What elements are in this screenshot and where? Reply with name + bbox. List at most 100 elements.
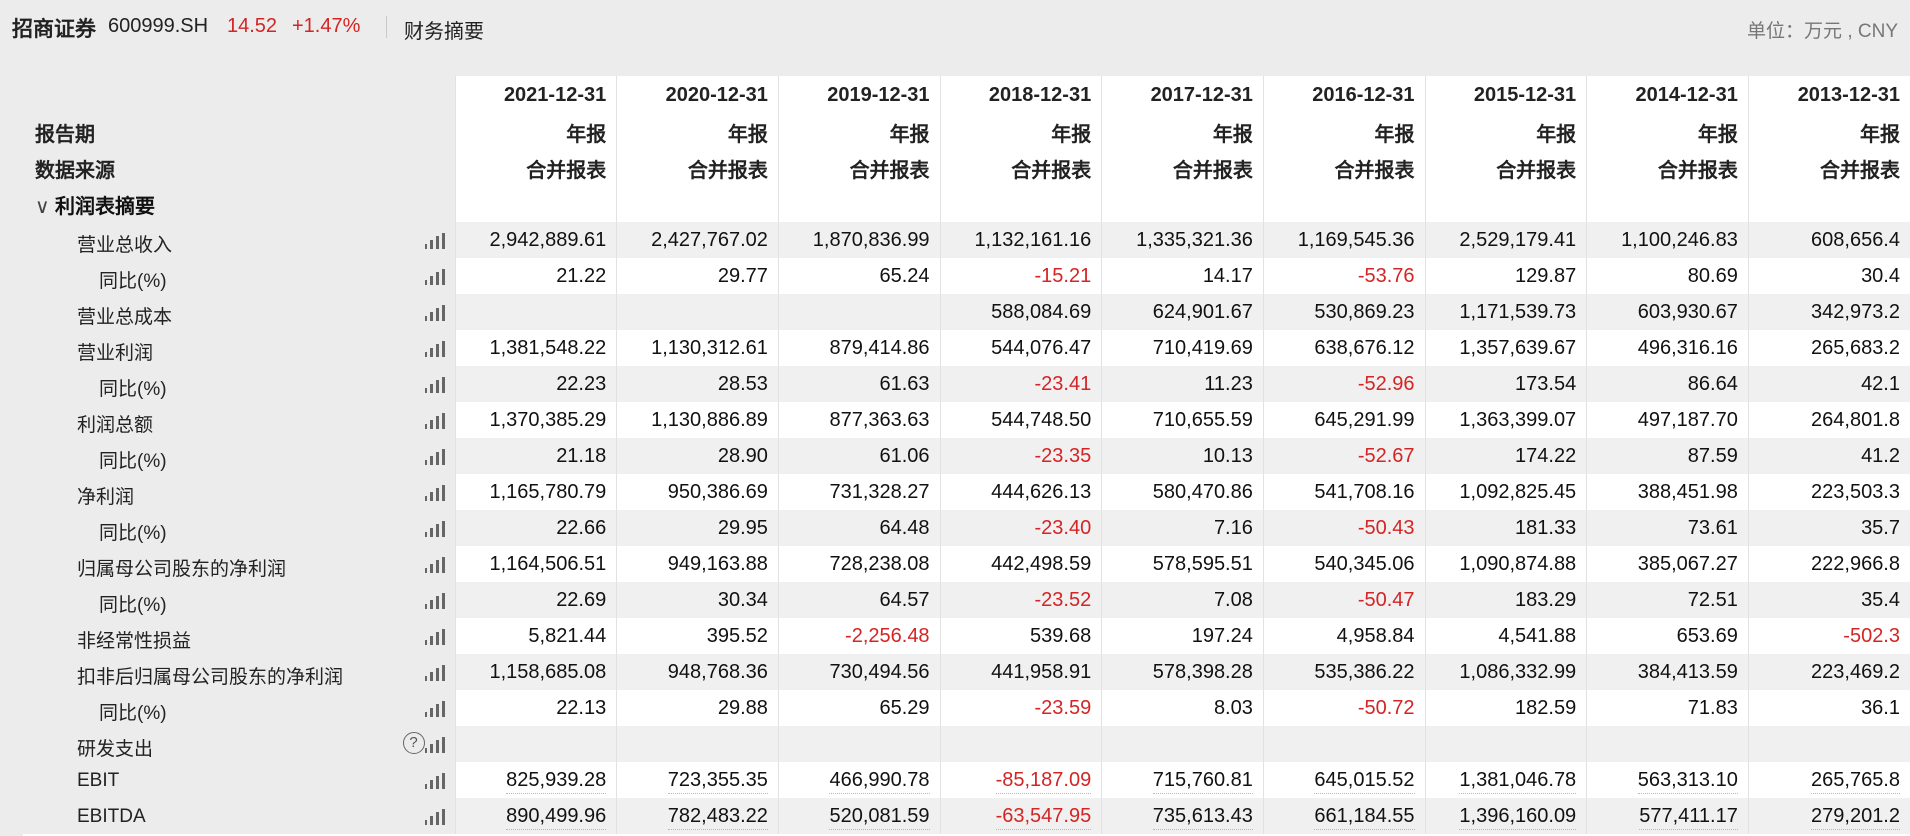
column-header-period-date[interactable]: 2021-12-31 [454, 76, 617, 114]
empty-cell [1424, 186, 1587, 222]
value-cell: 1,130,886.89 [616, 402, 779, 438]
value-cell: 41.2 [1747, 438, 1910, 474]
value-cell: 950,386.69 [616, 474, 779, 510]
question-icon[interactable]: ? [402, 732, 425, 754]
value-cell: 1,381,046.78 [1424, 762, 1587, 798]
column-header-period-date[interactable]: 2015-12-31 [1424, 76, 1587, 114]
value-cell: 580,470.86 [1101, 474, 1264, 510]
table-row: 扣非后归属母公司股东的净利润 1,158,685.08 948,768.36 730,… [23, 654, 1910, 690]
cell-value: 10.13 [1202, 444, 1253, 467]
value-cell: 279,201.2 [1747, 798, 1910, 834]
cell-value: 223,503.3 [1811, 480, 1900, 503]
value-cell: 388,451.98 [1586, 474, 1749, 510]
value-cell: 22.66 [454, 510, 617, 546]
cell-value: 174.22 [1515, 444, 1577, 467]
bar-chart-icon[interactable] [424, 557, 445, 573]
table-row: 非经常性损益 5,821.44 395.52 -2,256.48 539.68 197.2… [23, 618, 1910, 654]
bar-chart-icon[interactable] [424, 665, 445, 681]
value-cell: 342,973.2 [1747, 294, 1910, 330]
cell-value: 890,499.96 [506, 804, 607, 830]
column-header-period-date[interactable]: 2016-12-31 [1262, 76, 1426, 114]
cell-value: 29.95 [717, 516, 768, 539]
value-cell: -23.52 [939, 582, 1102, 618]
row-label-cell: 同比(%) [23, 366, 456, 402]
empty-cell [616, 186, 779, 222]
bar-chart-icon[interactable] [424, 305, 445, 321]
value-cell: -52.96 [1262, 366, 1426, 402]
column-header-period-date[interactable]: 2014-12-31 [1586, 76, 1749, 114]
row-label: 同比(%) [99, 379, 167, 400]
cell-value: 1,090,874.88 [1459, 552, 1577, 575]
section-row-income-statement[interactable]: ∨ 利润表摘要 [23, 186, 1910, 222]
value-cell: -50.47 [1262, 582, 1426, 618]
cell-value: 624,901.67 [1152, 300, 1253, 323]
row-label: 归属母公司股东的净利润 [77, 559, 287, 580]
value-cell: 540,345.06 [1262, 546, 1426, 582]
row-label-cell: 同比(%) [23, 258, 456, 294]
cell-value: 4,541.88 [1498, 624, 1577, 647]
column-header-period-date[interactable]: 2013-12-31 [1747, 76, 1910, 114]
value-cell: 653.69 [1586, 618, 1749, 654]
column-header-period-date[interactable]: 2020-12-31 [616, 76, 779, 114]
financial-table-container[interactable]: 2021-12-31 2020-12-31 2019-12-31 2018-12-31… [23, 76, 1910, 836]
cell-value: 29.88 [717, 696, 768, 719]
column-header-data-source: 合并报表 [1586, 150, 1749, 186]
financial-summary-table: 2021-12-31 2020-12-31 2019-12-31 2018-12-31… [23, 76, 1910, 834]
value-cell [1586, 726, 1749, 762]
value-cell: 197.24 [1101, 618, 1264, 654]
cell-value: 950,386.69 [667, 480, 768, 503]
value-cell: 497,187.70 [1586, 402, 1749, 438]
bar-chart-icon[interactable] [424, 485, 445, 501]
bar-chart-icon[interactable] [424, 269, 445, 285]
chevron-down-icon[interactable]: ∨ [35, 195, 50, 218]
cell-value: 73.61 [1687, 516, 1738, 539]
cell-value: 1,164,506.51 [489, 552, 607, 575]
bar-chart-icon[interactable] [424, 233, 445, 249]
bar-chart-icon[interactable] [424, 629, 445, 645]
column-header-period-date[interactable]: 2017-12-31 [1101, 76, 1264, 114]
value-cell: -23.59 [939, 690, 1102, 726]
cell-value: 715,760.81 [1152, 768, 1253, 794]
bar-chart-icon[interactable] [424, 701, 445, 717]
table-row: 归属母公司股东的净利润 1,164,506.51 949,163.88 728,238… [23, 546, 1910, 582]
value-cell: 1,092,825.45 [1424, 474, 1587, 510]
bar-chart-icon[interactable] [424, 341, 445, 357]
content-panel: 2021-12-31 2020-12-31 2019-12-31 2018-12-31… [0, 56, 1910, 836]
value-cell: 29.88 [616, 690, 779, 726]
value-cell: 731,328.27 [777, 474, 941, 510]
cell-value: 710,419.69 [1152, 336, 1253, 359]
bar-chart-icon[interactable] [424, 593, 445, 609]
bar-chart-icon[interactable] [424, 377, 445, 393]
cell-value: -23.40 [1034, 516, 1092, 539]
cell-value: 1,130,312.61 [651, 336, 768, 359]
row-label-cell: 利润总额 [23, 402, 456, 438]
value-cell: 520,081.59 [777, 798, 941, 834]
column-header-period-date[interactable]: 2019-12-31 [777, 76, 941, 114]
bar-chart-icon[interactable] [424, 521, 445, 537]
bar-chart-icon[interactable] [424, 737, 445, 753]
row-label-cell: EBIT [23, 762, 456, 798]
cell-value: 2,427,767.02 [651, 228, 768, 251]
row-label: EBITDA [77, 806, 146, 827]
bar-chart-icon[interactable] [424, 809, 445, 825]
section-header[interactable]: ∨ 利润表摘要 [23, 186, 456, 222]
stock-code: 600999.SH [108, 15, 209, 37]
cell-value: 1,086,332.99 [1459, 660, 1577, 683]
cell-value: 782,483.22 [667, 804, 768, 830]
value-cell: 442,498.59 [939, 546, 1102, 582]
row-label: 同比(%) [99, 595, 167, 616]
cell-value: 1,165,780.79 [489, 480, 607, 503]
value-cell: 1,171,539.73 [1424, 294, 1587, 330]
cell-value: 86.64 [1687, 372, 1738, 395]
column-header-period-date[interactable]: 2018-12-31 [939, 76, 1102, 114]
cell-value: 11.23 [1204, 372, 1253, 395]
bar-chart-icon[interactable] [424, 449, 445, 465]
cell-value: 608,656.4 [1811, 228, 1900, 251]
value-cell: 1,357,639.67 [1424, 330, 1587, 366]
cell-value: 735,613.43 [1152, 804, 1253, 830]
tab-financial-summary[interactable]: 财务摘要 [404, 21, 484, 43]
cell-value: 64.48 [879, 516, 930, 539]
column-header-data-source: 合并报表 [454, 150, 617, 186]
bar-chart-icon[interactable] [424, 773, 445, 789]
bar-chart-icon[interactable] [424, 413, 445, 429]
